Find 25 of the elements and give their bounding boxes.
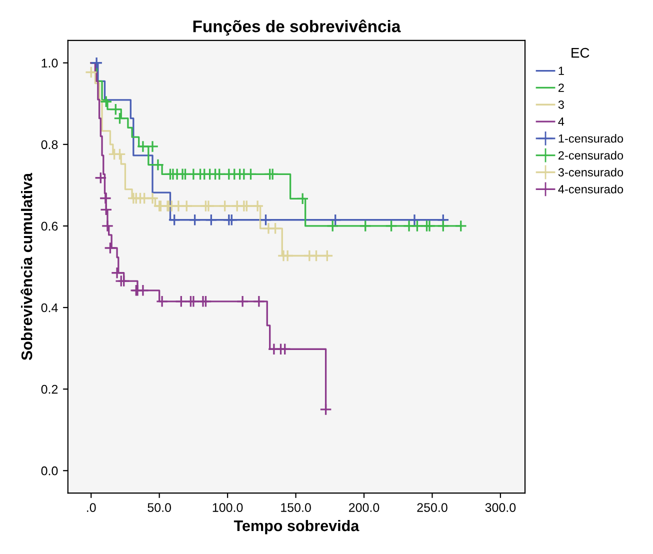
legend-label: 4 (558, 118, 564, 126)
y-tick-label: 0.2 (41, 384, 58, 394)
legend-label: 3 (558, 100, 564, 109)
y-tick-label: 0.8 (41, 140, 58, 150)
legend-label: 1-censurado (558, 134, 624, 143)
x-tick-label: 250.0 (417, 503, 448, 512)
x-tick-label: 50.0 (148, 503, 172, 512)
chart-title: Funções de sobrevivência (193, 20, 401, 36)
legend-label: 2-censurado (558, 150, 624, 160)
y-tick-label: 0.6 (41, 222, 58, 231)
legend-title: EC (572, 48, 590, 58)
x-tick-label: 200.0 (348, 503, 380, 512)
y-axis-title: Sobrevivência cumulativa (20, 172, 32, 360)
y-tick-label: 0.4 (41, 303, 58, 312)
y-tick-label: 0.0 (41, 466, 58, 476)
x-axis-title: Tempo sobrevida (234, 520, 360, 534)
x-tick-label: 100.0 (212, 503, 243, 512)
y-tick-label: 1.0 (42, 58, 58, 68)
x-tick-label: 300.0 (485, 503, 516, 512)
x-tick-label: .0 (87, 503, 96, 512)
legend-label: 4-censurado (558, 184, 624, 194)
legend-label: 1 (558, 66, 564, 75)
x-tick-label: 150.0 (281, 503, 311, 512)
legend-label: 2 (558, 84, 564, 92)
legend-label: 3-censurado (558, 168, 624, 176)
